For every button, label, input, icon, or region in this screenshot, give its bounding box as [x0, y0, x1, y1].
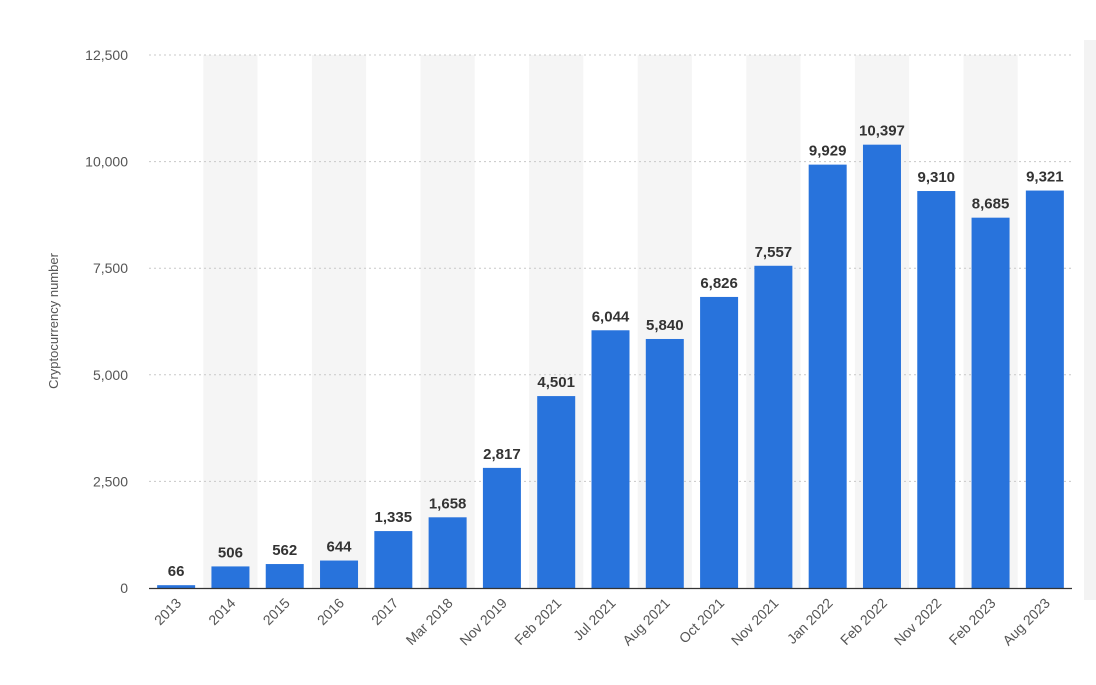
- data-label: 9,310: [917, 169, 955, 186]
- data-label: 5,840: [646, 317, 684, 334]
- bar: [320, 560, 359, 588]
- data-label: 562: [272, 542, 297, 559]
- data-label: 66: [168, 563, 185, 580]
- x-tick-label: 2016: [314, 595, 347, 628]
- column-band: [420, 55, 475, 588]
- bar: [157, 585, 196, 588]
- data-label: 2,817: [483, 446, 521, 463]
- bar: [971, 217, 1010, 588]
- y-tick-label: 12,500: [85, 47, 128, 63]
- x-tick-label: Aug 2023: [999, 595, 1053, 649]
- data-label: 8,685: [972, 196, 1010, 213]
- scrollbar-track[interactable]: [1084, 40, 1096, 600]
- x-tick-label: Nov 2022: [891, 595, 945, 649]
- x-tick-label: Nov 2021: [728, 595, 782, 649]
- bar: [265, 564, 304, 588]
- bar: [754, 265, 793, 588]
- bars: [157, 144, 1064, 589]
- x-tick-label: Jul 2021: [570, 595, 619, 644]
- bar: [862, 144, 901, 588]
- bar: [374, 531, 413, 588]
- y-tick-label: 7,500: [93, 260, 128, 276]
- y-tick-label: 0: [120, 580, 128, 596]
- x-axis-ticks: 2013 2014 2015 2016 2017 Mar 2018 Nov 2019 Feb …: [151, 595, 1053, 649]
- data-label: 9,929: [809, 143, 847, 160]
- bar: [482, 467, 521, 588]
- data-labels: 66 506 562 644 1,335 1,658 2,817 4,501 6,044 5,84…: [168, 123, 1064, 581]
- data-label: 6,044: [592, 308, 630, 325]
- y-tick-label: 10,000: [85, 154, 128, 170]
- x-tick-label: Feb 2021: [511, 595, 564, 648]
- data-label: 506: [218, 544, 243, 561]
- bar: [1025, 190, 1064, 589]
- y-tick-label: 2,500: [93, 473, 128, 489]
- bar: [211, 566, 250, 588]
- bar: [808, 164, 847, 588]
- data-label: 10,397: [859, 123, 905, 140]
- bar: [645, 338, 684, 588]
- bar: [428, 517, 467, 588]
- x-tick-label: 2017: [368, 595, 401, 628]
- data-label: 1,658: [429, 495, 467, 512]
- data-label: 1,335: [375, 509, 413, 526]
- data-label: 9,321: [1026, 169, 1064, 186]
- x-tick-label: Aug 2021: [619, 595, 673, 649]
- x-tick-label: 2013: [151, 595, 184, 628]
- y-tick-label: 5,000: [93, 367, 128, 383]
- column-band: [311, 55, 367, 588]
- bar: [700, 296, 739, 588]
- x-tick-label: Mar 2018: [403, 595, 456, 648]
- y-axis-ticks: 0 2,500 5,000 7,500 10,000 12,500: [85, 47, 128, 596]
- data-label: 644: [327, 539, 353, 556]
- x-tick-label: Jan 2022: [784, 595, 836, 647]
- data-label: 6,826: [700, 275, 738, 292]
- x-tick-label: 2015: [260, 595, 293, 628]
- x-tick-label: Oct 2021: [676, 595, 728, 647]
- data-label: 4,501: [537, 374, 575, 391]
- y-axis-title: Cryptocurrency number: [46, 252, 61, 388]
- column-band: [203, 55, 258, 588]
- x-tick-label: Feb 2023: [946, 595, 999, 648]
- x-tick-label: Feb 2022: [837, 595, 890, 648]
- x-tick-label: 2014: [205, 595, 238, 628]
- bar: [537, 396, 576, 588]
- bar: [591, 330, 630, 588]
- x-tick-label: Nov 2019: [456, 595, 510, 649]
- bar: [917, 191, 956, 588]
- data-label: 7,557: [755, 244, 793, 261]
